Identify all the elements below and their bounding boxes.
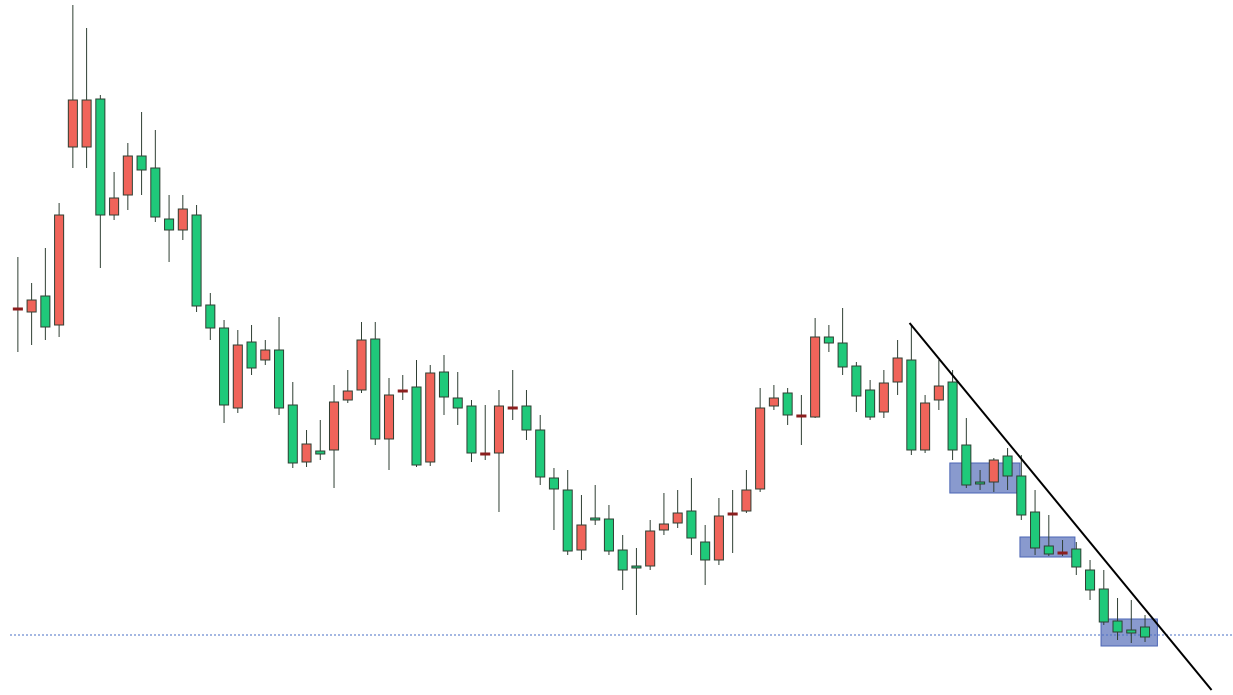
candle-body (232, 344, 243, 409)
candle-body (26, 299, 37, 313)
candle-body (713, 515, 724, 561)
candle-body (548, 477, 559, 490)
candle-body (961, 444, 972, 486)
candle-body (260, 349, 271, 361)
candle-body (397, 389, 408, 393)
candle-body (328, 401, 340, 451)
candle-body (658, 523, 669, 531)
candle-body (205, 304, 216, 329)
candle-body (576, 524, 587, 551)
candle-body (480, 452, 491, 456)
candle-body (865, 389, 876, 418)
candle-body (122, 155, 133, 196)
candle-body (810, 336, 821, 418)
candle-body (755, 407, 766, 490)
candle-body (493, 405, 505, 454)
candle-body (466, 405, 477, 454)
candle-body (851, 365, 862, 397)
candle-body (356, 339, 367, 391)
candle-body (727, 512, 738, 516)
candle-body (892, 357, 903, 383)
candle-body (920, 402, 931, 451)
candle-body (1057, 551, 1068, 555)
candle-body (246, 341, 257, 369)
candle-body (315, 450, 326, 455)
candle-body (686, 510, 697, 539)
candle-body (823, 336, 834, 344)
candle-body (1085, 569, 1096, 591)
candle-body (562, 489, 573, 552)
candle-body (274, 349, 285, 409)
candle-body (988, 459, 999, 483)
candle-body (95, 98, 106, 216)
candle-body (782, 392, 793, 416)
candle-body (933, 385, 944, 401)
candle-body (590, 517, 601, 521)
candle-body (975, 481, 986, 485)
candle-body (67, 99, 78, 148)
candle-body (1071, 548, 1082, 568)
candle-body (700, 541, 711, 561)
candle-body (947, 381, 958, 451)
candle-body (383, 394, 395, 440)
candle-body (768, 397, 779, 407)
candle-body (136, 155, 147, 171)
candle-body (219, 327, 230, 406)
candle-body (878, 382, 889, 413)
candle-body (150, 167, 161, 218)
candle-body (301, 443, 312, 463)
candle-body (438, 371, 450, 398)
candle-body (521, 405, 532, 431)
candle-body (1139, 626, 1151, 638)
candle-body (1016, 475, 1027, 516)
candle-body (645, 530, 656, 567)
candle-body (796, 414, 807, 418)
candle-body (1126, 629, 1137, 634)
candle-body (631, 565, 642, 569)
candle-body (109, 197, 120, 216)
candle-body (191, 214, 202, 307)
trendline (908, 322, 1213, 691)
candle-body (164, 218, 175, 231)
candle-body (54, 214, 65, 326)
candle-body (507, 406, 518, 410)
candle-body (837, 342, 848, 368)
candle-body (425, 372, 436, 463)
candle-body (603, 518, 614, 552)
candle-body (906, 359, 917, 451)
candle-body (1030, 511, 1041, 549)
candle-body (411, 386, 422, 466)
candle-body (452, 397, 463, 409)
candle-body (40, 295, 51, 328)
candle-body (535, 429, 546, 478)
candle-body (1098, 588, 1109, 623)
candle-body (1112, 620, 1123, 633)
candle-body (1043, 545, 1054, 555)
candle-body (177, 208, 188, 231)
candle-body (741, 489, 752, 512)
candle-body (617, 549, 628, 571)
candle-body (12, 307, 23, 311)
candle-body (81, 99, 92, 148)
candle-body (287, 404, 298, 464)
candle-body (342, 390, 353, 401)
candle-body (672, 512, 683, 524)
candle-body (1002, 455, 1013, 477)
candle-body (370, 338, 381, 440)
